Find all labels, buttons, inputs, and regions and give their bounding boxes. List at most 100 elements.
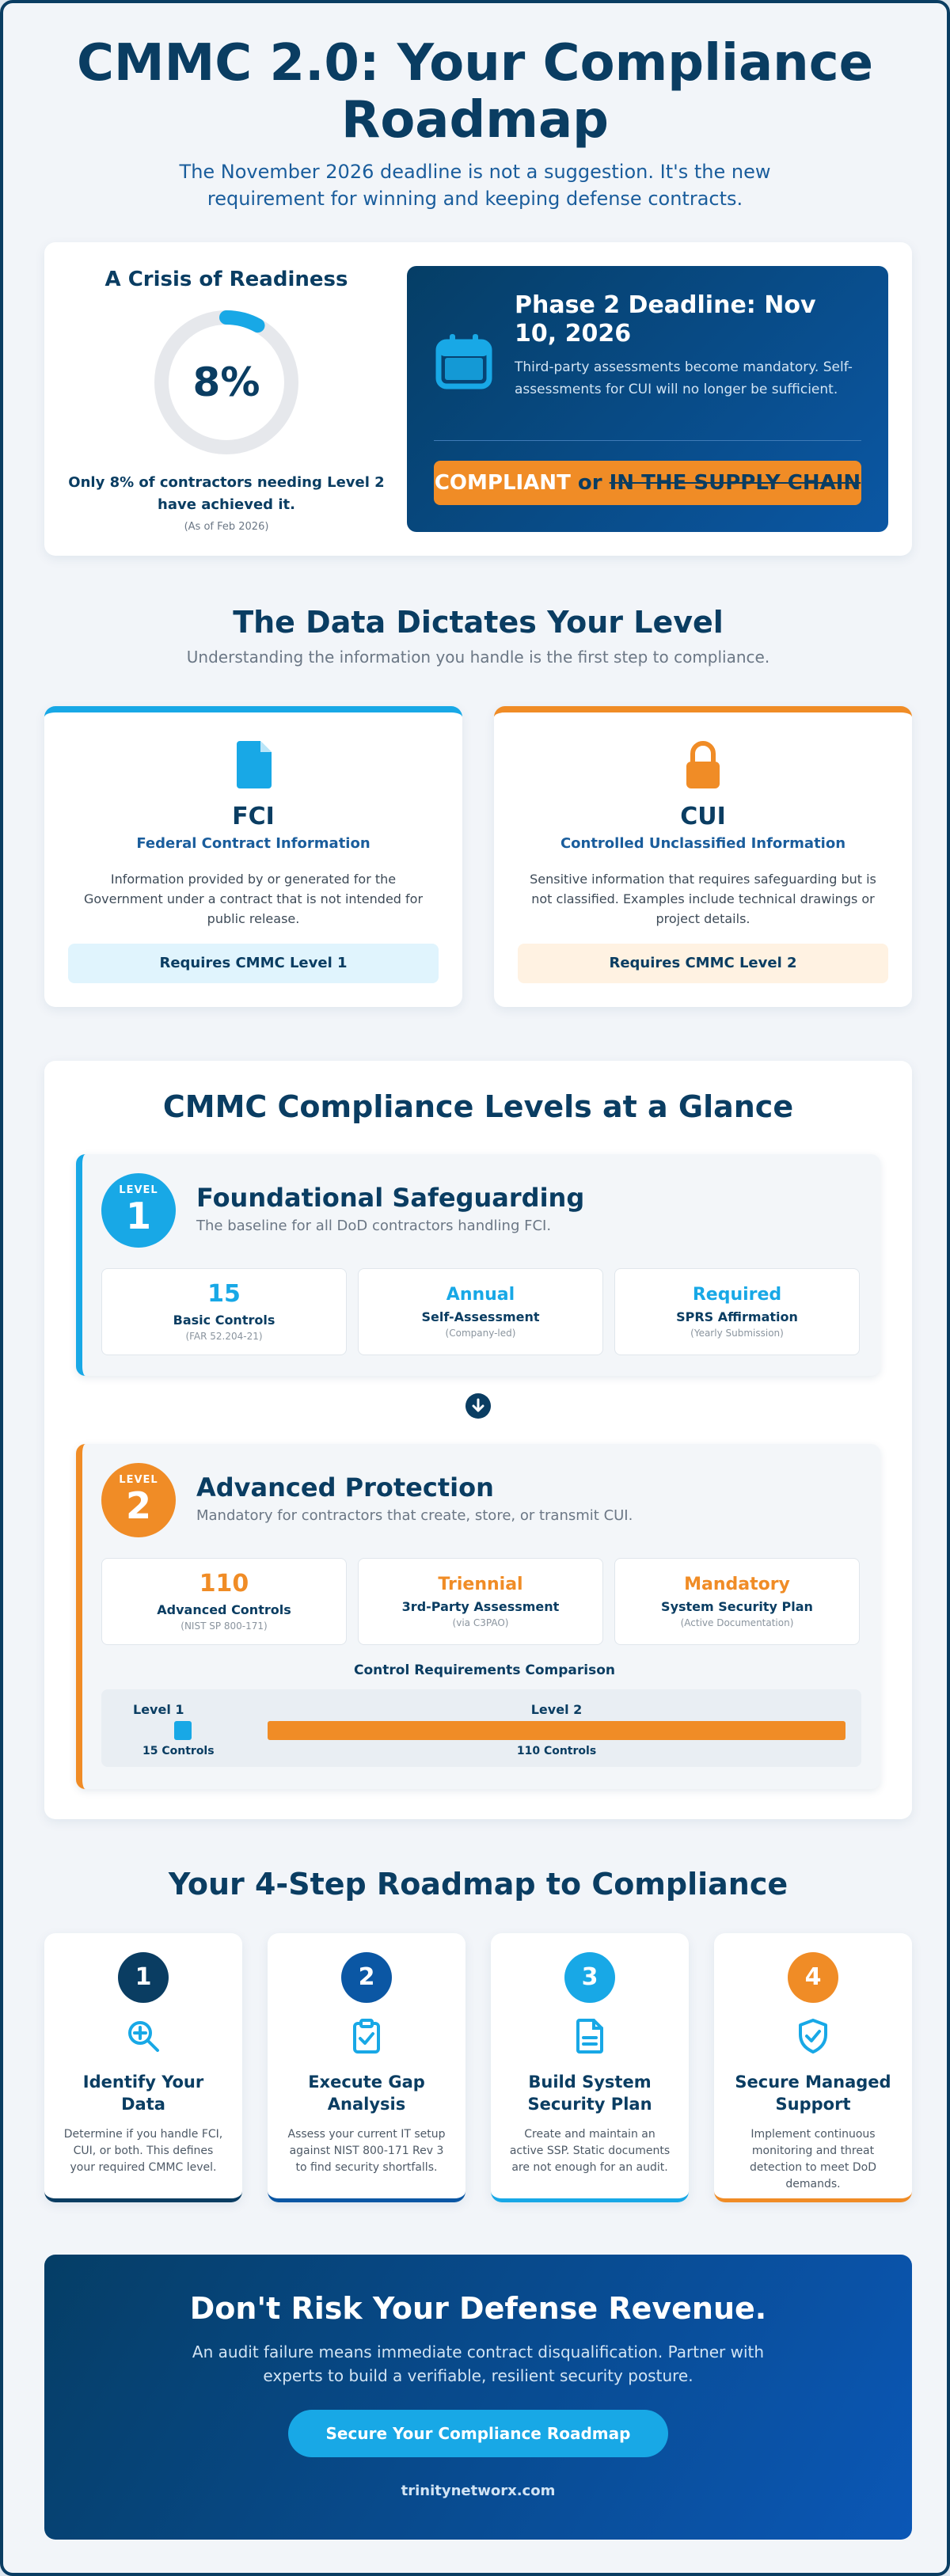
crisis-card: A Crisis of Readiness 8% Only 8% of cont…	[44, 242, 912, 556]
stat-value: Triennial	[438, 1575, 523, 1594]
stat-card: Required SPRS Affirmation (Yearly Submis…	[614, 1268, 860, 1355]
step-number: 4	[788, 1952, 838, 2003]
cta-title: Don't Risk Your Defense Revenue.	[189, 2291, 767, 2326]
levels-card: CMMC Compliance Levels at a Glance LEVEL…	[44, 1061, 912, 1819]
fci-name: FCI	[232, 803, 275, 830]
comparison-level-2-bar	[268, 1721, 846, 1740]
cui-card: CUI Controlled Unclassified Information …	[494, 706, 912, 1007]
step-card: 3 Build System Security Plan Create and …	[491, 1933, 689, 2202]
banner-out: IN THE SUPPLY CHAIN	[609, 471, 861, 495]
level-2-description: Mandatory for contractors that create, s…	[196, 1507, 633, 1524]
steps-title: Your 4-Step Roadmap to Compliance	[168, 1867, 788, 1902]
fci-requirement: Requires CMMC Level 1	[68, 944, 439, 983]
stat-value: Annual	[446, 1285, 515, 1305]
level-2-panel: LEVEL 2 Advanced Protection Mandatory fo…	[76, 1444, 880, 1789]
step-number: 1	[118, 1952, 169, 2003]
crisis-panel: A Crisis of Readiness 8% Only 8% of cont…	[44, 242, 408, 556]
level-1-name: Foundational Safeguarding	[196, 1183, 585, 1213]
step-description: Implement continuous monitoring and thre…	[749, 2128, 876, 2190]
comparison-level-1-bar	[174, 1721, 192, 1740]
stat-card: Mandatory System Security Plan (Active D…	[614, 1558, 860, 1645]
compliance-banner: COMPLIANT or IN THE SUPPLY CHAIN	[434, 461, 861, 505]
level-1-badge: LEVEL 1	[101, 1173, 176, 1248]
stat-value: Required	[692, 1285, 782, 1305]
cui-name: CUI	[680, 803, 726, 830]
badge-label: LEVEL	[119, 1474, 158, 1486]
comparison-level-2-count: 110 Controls	[516, 1745, 597, 1757]
fci-description: Information provided by or generated for…	[83, 872, 424, 926]
step-card: 2 Execute Gap Analysis Assess your curre…	[268, 1933, 466, 2202]
stat-card: Annual Self-Assessment (Company-led)	[358, 1268, 603, 1355]
step-title: Execute Gap Analysis	[308, 2073, 425, 2114]
clipboard-check-icon	[268, 2017, 466, 2060]
fci-card: FCI Federal Contract Information Informa…	[44, 706, 462, 1007]
deadline-title: Phase 2 Deadline: Nov 10, 2026	[515, 291, 816, 348]
cui-requirement: Requires CMMC Level 2	[518, 944, 888, 983]
levels-title: CMMC Compliance Levels at a Glance	[162, 1089, 794, 1124]
stat-sub: (Company-led)	[445, 1328, 516, 1339]
badge-number: 1	[125, 1195, 151, 1237]
level-2-badge: LEVEL 2	[101, 1463, 176, 1537]
readiness-ring: 8%	[151, 307, 302, 458]
cui-description: Sensitive information that requires safe…	[530, 872, 876, 926]
deadline-panel: Phase 2 Deadline: Nov 10, 2026 Third-par…	[407, 266, 888, 532]
stat-label: SPRS Affirmation	[676, 1309, 798, 1324]
secure-roadmap-button[interactable]: Secure Your Compliance Roadmap	[288, 2410, 668, 2457]
stat-label: Advanced Controls	[157, 1602, 291, 1617]
page-header: CMMC 2.0: Your Compliance Roadmap The No…	[3, 3, 947, 212]
search-plus-icon	[44, 2017, 242, 2060]
step-description: Assess your current IT setup against NIS…	[287, 2128, 446, 2174]
fci-full-name: Federal Contract Information	[136, 835, 370, 852]
data-section-subtitle: Understanding the information you handle…	[186, 648, 770, 667]
badge-label: LEVEL	[119, 1184, 158, 1196]
comparison-title: Control Requirements Comparison	[354, 1662, 615, 1678]
comparison-level-1-count: 15 Controls	[142, 1745, 215, 1757]
badge-number: 2	[125, 1484, 151, 1527]
divider	[434, 440, 861, 441]
shield-check-icon	[714, 2017, 912, 2060]
step-number: 3	[564, 1952, 615, 2003]
calendar-icon	[435, 334, 492, 389]
stat-sub: (FAR 52.204-21)	[185, 1331, 263, 1342]
step-description: Determine if you handle FCI, CUI, or bot…	[63, 2128, 223, 2174]
document-icon	[491, 2017, 689, 2060]
step-number: 2	[341, 1952, 392, 2003]
stat-sub: (via C3PAO)	[452, 1617, 509, 1628]
stat-value: 110	[199, 1570, 249, 1598]
step-title: Secure Managed Support	[735, 2073, 891, 2114]
stat-label: System Security Plan	[661, 1599, 813, 1614]
comparison-chart: Level 1 15 Controls Level 2 110 Controls	[101, 1689, 861, 1767]
stat-value: Mandatory	[684, 1575, 790, 1594]
arrow-down-icon	[466, 1393, 491, 1419]
crisis-note: (As of Feb 2026)	[184, 521, 269, 533]
data-section-title: The Data Dictates Your Level	[233, 605, 724, 640]
cta-panel: Don't Risk Your Defense Revenue. An audi…	[44, 2255, 912, 2540]
readiness-ring-chart	[154, 310, 298, 454]
stat-sub: (NIST SP 800-171)	[180, 1620, 268, 1632]
lock-icon	[494, 739, 912, 795]
banner-or: or	[577, 471, 602, 495]
deadline-description: Third-party assessments become mandatory…	[515, 359, 853, 397]
stat-label: 3rd-Party Assessment	[401, 1599, 560, 1614]
website-link[interactable]: trinitynetworx.com	[401, 2483, 556, 2499]
banner-compliant: COMPLIANT	[434, 471, 571, 495]
crisis-text: Only 8% of contractors needing Level 2 h…	[68, 474, 385, 513]
stat-sub: (Active Documentation)	[680, 1617, 794, 1628]
step-card: 1 Identify Your Data Determine if you ha…	[44, 1933, 242, 2202]
cui-full-name: Controlled Unclassified Information	[560, 835, 846, 852]
file-icon	[44, 739, 462, 795]
page-subtitle: The November 2026 deadline is not a sugg…	[179, 161, 771, 210]
stat-card: 15 Basic Controls (FAR 52.204-21)	[101, 1268, 347, 1355]
stat-card: 110 Advanced Controls (NIST SP 800-171)	[101, 1558, 347, 1645]
crisis-heading: A Crisis of Readiness	[104, 268, 348, 291]
level-1-description: The baseline for all DoD contractors han…	[196, 1218, 552, 1234]
step-description: Create and maintain an active SSP. Stati…	[509, 2128, 671, 2174]
stat-card: Triennial 3rd-Party Assessment (via C3PA…	[358, 1558, 603, 1645]
comparison-level-1-label: Level 1	[133, 1702, 184, 1717]
level-1-panel: LEVEL 1 Foundational Safeguarding The ba…	[76, 1154, 880, 1376]
readiness-percent: 8%	[192, 359, 260, 405]
cta-description: An audit failure means immediate contrac…	[192, 2342, 765, 2385]
step-title: Identify Your Data	[82, 2073, 204, 2114]
stat-label: Basic Controls	[173, 1313, 276, 1328]
